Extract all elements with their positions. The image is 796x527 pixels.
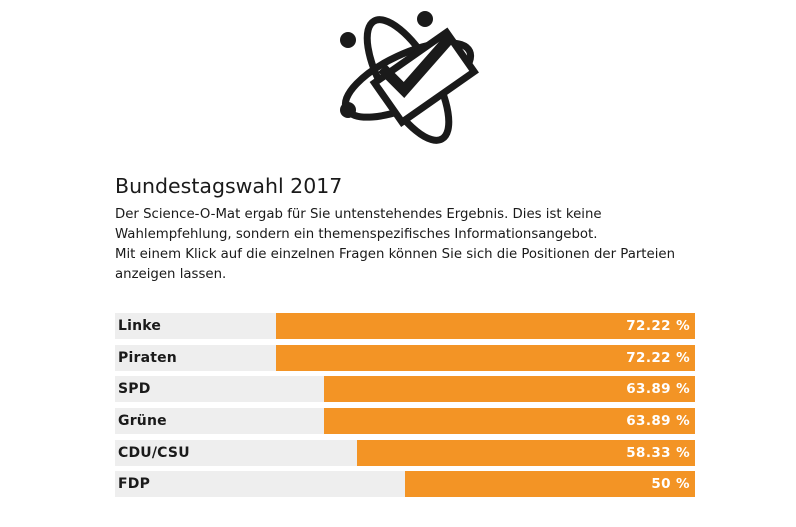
match-percent: 72.22 % (626, 318, 690, 334)
result-row-fdp[interactable]: FDP 50 % (115, 471, 695, 498)
result-row-cdu-csu[interactable]: CDU/CSU 58.33 % (115, 439, 695, 466)
match-percent: 63.89 % (626, 381, 690, 398)
party-name: SPD (118, 381, 151, 398)
result-bar (276, 344, 695, 371)
description-text: Der Science-O-Mat ergab für Sie untenste… (115, 207, 602, 242)
match-percent: 63.89 % (626, 413, 690, 430)
match-percent: 58.33 % (626, 444, 690, 461)
party-name: FDP (118, 476, 151, 493)
result-bar (276, 313, 695, 339)
result-row-spd[interactable]: SPD 63.89 % (115, 376, 695, 403)
result-row-gruene[interactable]: Grüne 63.89 % (115, 408, 695, 435)
result-row-piraten[interactable]: Piraten 72.22 % (115, 344, 695, 371)
result-bar (324, 376, 695, 403)
result-bar (356, 439, 695, 466)
party-name: Piraten (118, 349, 177, 366)
results-list: Linke 72.22 % Piraten 72.22 % SPD 63.89 … (115, 313, 695, 503)
party-name: Linke (118, 318, 162, 334)
result-row-linke[interactable]: Linke 72.22 % (115, 313, 695, 339)
atom-checkmark-icon (330, 2, 486, 158)
result-bar (324, 408, 695, 435)
party-name: CDU/CSU (118, 444, 190, 461)
result-bar (405, 471, 695, 498)
party-name: Grüne (118, 413, 167, 430)
match-percent: 50 % (651, 476, 690, 493)
result-description: Der Science-O-Mat ergab für Sie untenste… (115, 205, 715, 285)
description-hint: Mit einem Klick auf die einzelnen Fragen… (115, 247, 676, 282)
page-title: Bundestagswahl 2017 (115, 174, 343, 198)
match-percent: 72.22 % (626, 349, 690, 366)
